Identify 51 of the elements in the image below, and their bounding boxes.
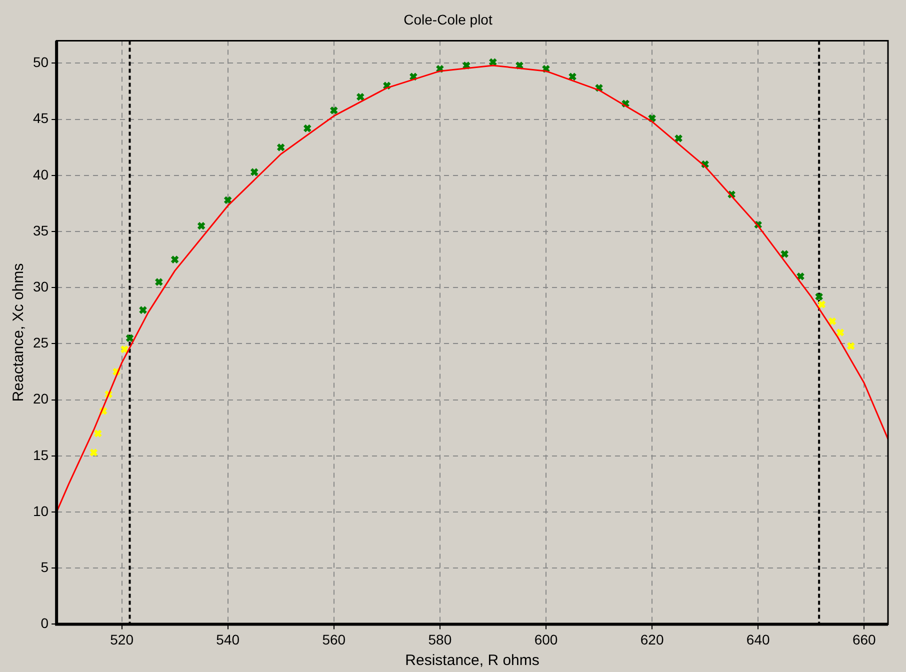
point bbox=[94, 429, 102, 438]
y-tick-label: 50 bbox=[32, 54, 49, 70]
y-tick-label: 30 bbox=[32, 278, 49, 294]
x-axis-title: Resistance, R ohms bbox=[405, 652, 540, 670]
point bbox=[700, 160, 710, 169]
x-tick-label: 540 bbox=[216, 631, 240, 648]
x-tick-label: 660 bbox=[852, 631, 876, 648]
y-tick-label: 25 bbox=[32, 334, 49, 351]
point bbox=[330, 106, 338, 115]
point bbox=[197, 222, 206, 230]
point bbox=[515, 61, 524, 70]
point bbox=[846, 342, 856, 350]
point bbox=[568, 72, 577, 82]
point bbox=[727, 190, 736, 199]
point bbox=[276, 143, 286, 152]
point bbox=[796, 272, 805, 281]
chart-title: Cole-Cole plot bbox=[404, 11, 492, 28]
point bbox=[594, 84, 604, 92]
point bbox=[125, 334, 134, 342]
point bbox=[780, 250, 789, 258]
point bbox=[817, 300, 826, 309]
y-tick-label: 15 bbox=[32, 446, 49, 463]
point bbox=[170, 255, 180, 264]
y-tick-label: 0 bbox=[40, 615, 49, 632]
x-tick-label: 520 bbox=[110, 631, 134, 648]
point bbox=[89, 448, 98, 457]
y-tick-label: 45 bbox=[32, 110, 49, 126]
point bbox=[621, 99, 630, 108]
point bbox=[224, 196, 232, 204]
x-tick-label: 560 bbox=[322, 631, 346, 648]
y-axis-title: Reactance, Xc ohms bbox=[10, 263, 28, 402]
y-tick-label: 35 bbox=[32, 222, 49, 238]
point bbox=[814, 292, 824, 301]
y-tick-label: 10 bbox=[32, 502, 49, 519]
x-tick-label: 620 bbox=[640, 631, 664, 648]
point bbox=[836, 328, 845, 337]
point bbox=[674, 134, 683, 143]
point bbox=[120, 345, 129, 354]
point bbox=[250, 168, 259, 176]
y-tick-label: 5 bbox=[40, 558, 49, 575]
y-tick-label: 40 bbox=[32, 166, 49, 182]
y-tick-label: 20 bbox=[32, 390, 49, 407]
point bbox=[138, 306, 148, 314]
point bbox=[154, 278, 164, 286]
point bbox=[356, 92, 365, 102]
x-tick-label: 600 bbox=[534, 631, 558, 648]
point bbox=[648, 114, 656, 123]
point bbox=[828, 316, 837, 326]
x-tick-label: 580 bbox=[428, 631, 452, 648]
x-tick-label: 640 bbox=[746, 631, 770, 648]
point bbox=[303, 124, 312, 133]
